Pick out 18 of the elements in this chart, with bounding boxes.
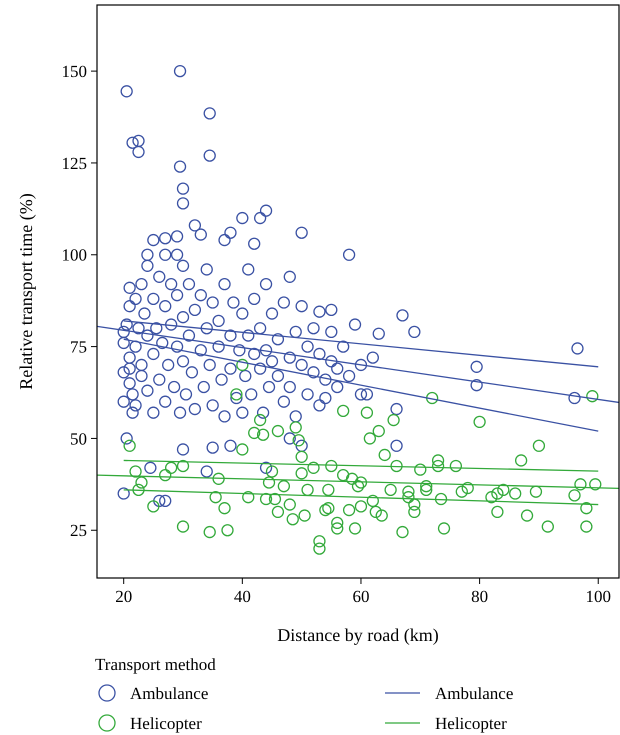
legend-label: Ambulance [435, 684, 514, 703]
legend-title: Transport method [95, 655, 216, 674]
y-tick-label: 100 [62, 246, 87, 265]
y-tick-label: 125 [62, 154, 87, 173]
x-tick-label: 80 [471, 587, 488, 606]
legend-label: Helicopter [435, 714, 508, 733]
x-axis-title: Distance by road (km) [277, 625, 439, 645]
y-tick-label: 150 [62, 62, 87, 82]
x-tick-label: 40 [234, 587, 251, 606]
x-tick-label: 60 [352, 587, 370, 606]
y-tick-label: 75 [70, 338, 87, 357]
legend-label: Helicopter [130, 714, 202, 733]
x-tick-label: 20 [115, 587, 132, 606]
y-tick-label: 50 [70, 429, 87, 448]
y-axis-title: Relative transport time (%) [16, 193, 36, 390]
x-tick-label: 100 [585, 587, 611, 606]
y-tick-label: 25 [70, 521, 87, 540]
legend-label: Ambulance [130, 684, 208, 703]
